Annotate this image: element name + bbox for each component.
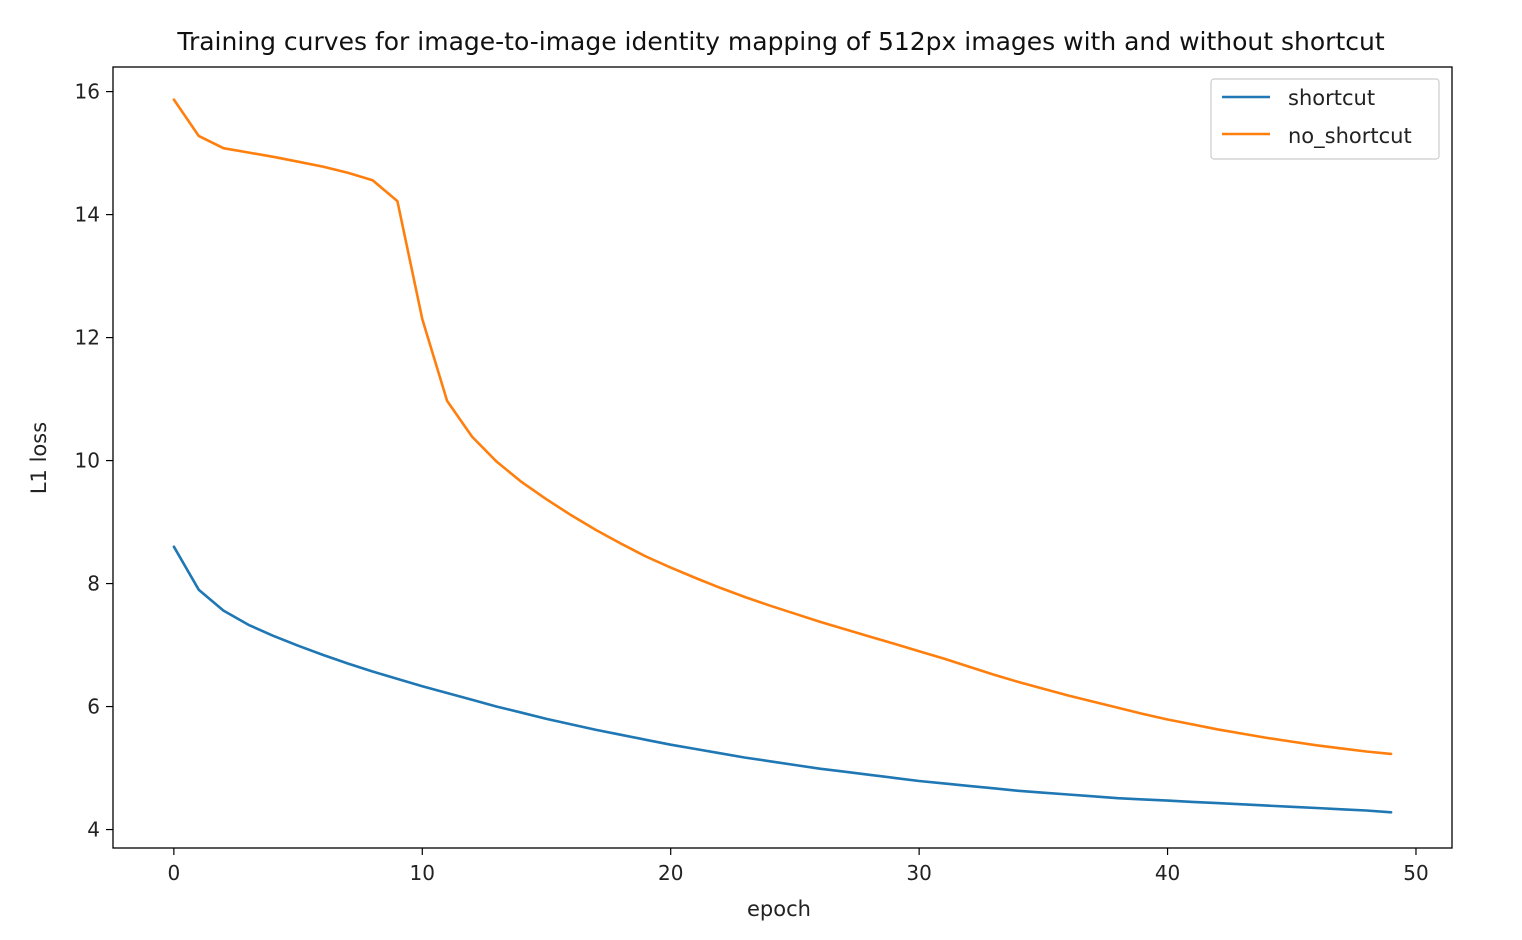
y-axis-label: L1 loss	[27, 422, 51, 494]
y-axis: 4 6 8 10 12 14 16	[75, 80, 113, 842]
y-tick-label: 12	[75, 326, 100, 350]
legend: shortcut no_shortcut	[1210, 78, 1440, 160]
x-tick-label: 0	[167, 861, 180, 885]
x-tick-label: 20	[658, 861, 683, 885]
y-tick-label: 14	[75, 203, 100, 227]
legend-label-shortcut: shortcut	[1288, 86, 1375, 110]
series-group	[172, 98, 1393, 814]
x-tick-label: 50	[1403, 861, 1428, 885]
y-tick-label: 8	[87, 572, 100, 596]
y-tick-label: 4	[87, 818, 100, 842]
x-tick-label: 30	[906, 861, 931, 885]
x-axis: 0 10 20 30 40 50	[167, 848, 1429, 885]
series-line-shortcut	[172, 545, 1393, 814]
x-tick-label: 40	[1155, 861, 1180, 885]
x-tick-label: 10	[410, 861, 435, 885]
legend-box	[1210, 78, 1440, 160]
x-axis-label: epoch	[747, 897, 811, 921]
chart-title: Training curves for image-to-image ident…	[176, 27, 1385, 56]
series-line-no-shortcut	[172, 98, 1393, 756]
plot-area	[112, 66, 1453, 849]
y-tick-label: 16	[75, 80, 100, 104]
y-tick-label: 6	[87, 695, 100, 719]
legend-label-no-shortcut: no_shortcut	[1288, 124, 1412, 149]
y-tick-label: 10	[75, 449, 100, 473]
